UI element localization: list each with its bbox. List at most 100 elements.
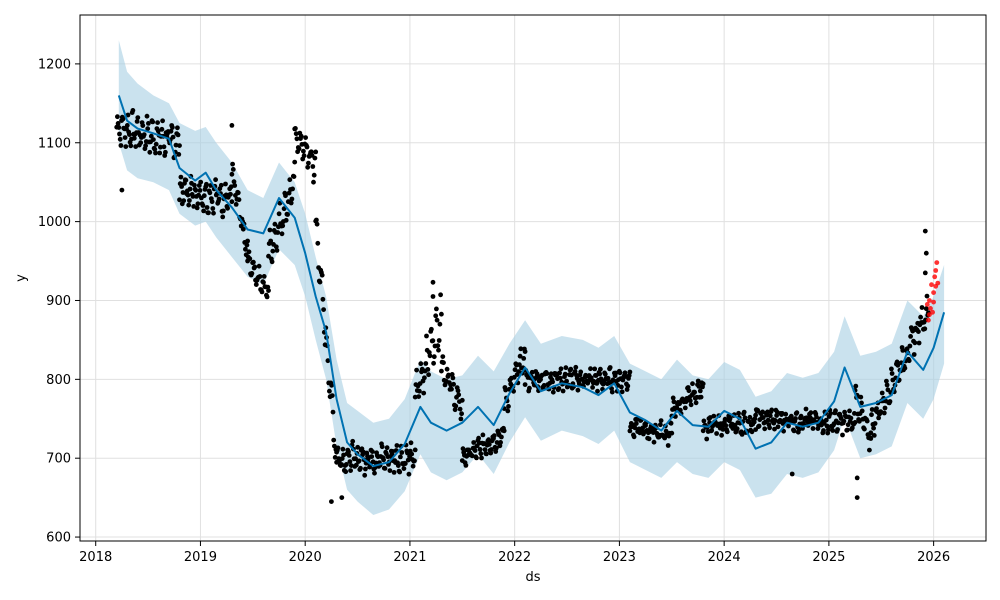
- actual-data-point: [460, 446, 466, 452]
- actual-data-point: [789, 471, 795, 477]
- actual-data-point: [412, 394, 418, 400]
- actual-data-point: [311, 172, 317, 178]
- actual-data-point: [573, 364, 579, 370]
- actual-data-point: [902, 365, 908, 371]
- recent-data-point: [932, 274, 938, 280]
- actual-data-point: [143, 143, 149, 149]
- actual-data-point: [311, 179, 316, 185]
- actual-data-point: [210, 206, 216, 211]
- actual-data-point: [693, 400, 699, 406]
- actual-data-point: [228, 191, 233, 197]
- actual-data-point: [701, 418, 707, 424]
- actual-data-point: [756, 423, 762, 429]
- actual-data-point: [125, 112, 131, 118]
- actual-data-point: [173, 142, 179, 148]
- actual-data-point: [201, 193, 207, 199]
- actual-data-point: [201, 208, 207, 214]
- actual-data-point: [417, 388, 422, 394]
- actual-data-point: [671, 399, 677, 405]
- actual-data-point: [240, 226, 246, 232]
- actual-data-point: [442, 382, 448, 388]
- actual-data-point: [286, 190, 292, 196]
- actual-data-point: [556, 386, 562, 391]
- actual-data-point: [494, 440, 500, 445]
- actual-data-point: [422, 375, 427, 381]
- actual-data-point: [804, 415, 810, 421]
- actual-data-point: [229, 171, 235, 177]
- actual-data-point: [382, 466, 388, 471]
- actual-data-point: [187, 186, 193, 192]
- actual-data-point: [592, 366, 598, 372]
- actual-data-point: [430, 294, 436, 299]
- actual-data-point: [193, 187, 199, 193]
- actual-data-point: [476, 435, 481, 441]
- actual-data-point: [450, 375, 456, 381]
- actual-data-point: [144, 113, 150, 119]
- forecast-line-layer: [117, 95, 946, 468]
- actual-data-point: [602, 371, 608, 377]
- actual-data-point: [294, 136, 300, 142]
- actual-data-point: [128, 143, 134, 149]
- actual-data-point: [595, 388, 600, 394]
- actual-data-point: [821, 428, 826, 433]
- actual-data-point: [141, 132, 147, 138]
- actual-data-point: [753, 412, 758, 418]
- actual-data-point: [444, 366, 450, 372]
- actual-data-point: [431, 360, 436, 366]
- actual-data-point: [161, 144, 167, 150]
- actual-data-point: [871, 433, 877, 438]
- actual-data-point: [912, 340, 918, 346]
- actual-data-point: [826, 427, 831, 433]
- actual-data-point: [138, 140, 144, 146]
- actual-data-point: [331, 437, 337, 443]
- actual-data-point: [264, 294, 270, 300]
- actual-data-point: [160, 118, 166, 124]
- actual-data-point: [736, 410, 741, 416]
- actual-data-point: [869, 407, 875, 412]
- actual-data-point: [197, 188, 203, 193]
- actual-data-point: [597, 371, 603, 377]
- x-tick-label: 2020: [289, 550, 322, 565]
- actual-data-point: [501, 428, 507, 434]
- actual-data-point: [303, 135, 308, 141]
- actual-data-point: [287, 177, 293, 183]
- actual-data-point: [440, 354, 446, 359]
- actual-data-point: [211, 210, 216, 216]
- actual-data-point: [922, 326, 928, 332]
- actual-data-point: [220, 214, 226, 220]
- actual-data-point: [557, 370, 562, 376]
- actual-data-point: [190, 194, 196, 199]
- actual-data-point: [853, 383, 859, 389]
- actual-data-point: [253, 282, 259, 287]
- actual-data-point: [741, 409, 747, 415]
- actual-data-point: [518, 346, 524, 352]
- actual-data-point: [314, 221, 320, 227]
- y-tick-label: 1200: [38, 57, 71, 72]
- actual-data-point: [687, 398, 693, 404]
- actual-data-point: [406, 471, 412, 477]
- actual-data-point: [488, 450, 494, 456]
- actual-data-point: [775, 424, 781, 430]
- actual-data-point: [401, 466, 407, 471]
- actual-data-point: [503, 387, 508, 393]
- x-tick-label: 2018: [79, 550, 112, 565]
- actual-data-point: [387, 468, 393, 473]
- recent-data-point: [926, 317, 931, 323]
- actual-data-point: [249, 271, 255, 276]
- actual-data-point: [314, 217, 319, 223]
- actual-data-point: [213, 177, 219, 183]
- actual-data-point: [479, 455, 484, 461]
- actual-data-point: [308, 149, 314, 155]
- actual-data-point: [734, 426, 740, 432]
- actual-data-point: [841, 418, 847, 424]
- actual-data-point: [293, 125, 298, 131]
- actual-data-point: [916, 340, 922, 346]
- actual-data-point: [767, 413, 773, 419]
- actual-data-point: [399, 450, 405, 455]
- actual-data-point: [370, 449, 375, 454]
- actual-data-point: [435, 343, 441, 349]
- actual-data-point: [830, 428, 836, 433]
- actual-data-point: [176, 152, 182, 157]
- actual-data-point: [793, 416, 798, 421]
- actual-data-point: [842, 409, 847, 415]
